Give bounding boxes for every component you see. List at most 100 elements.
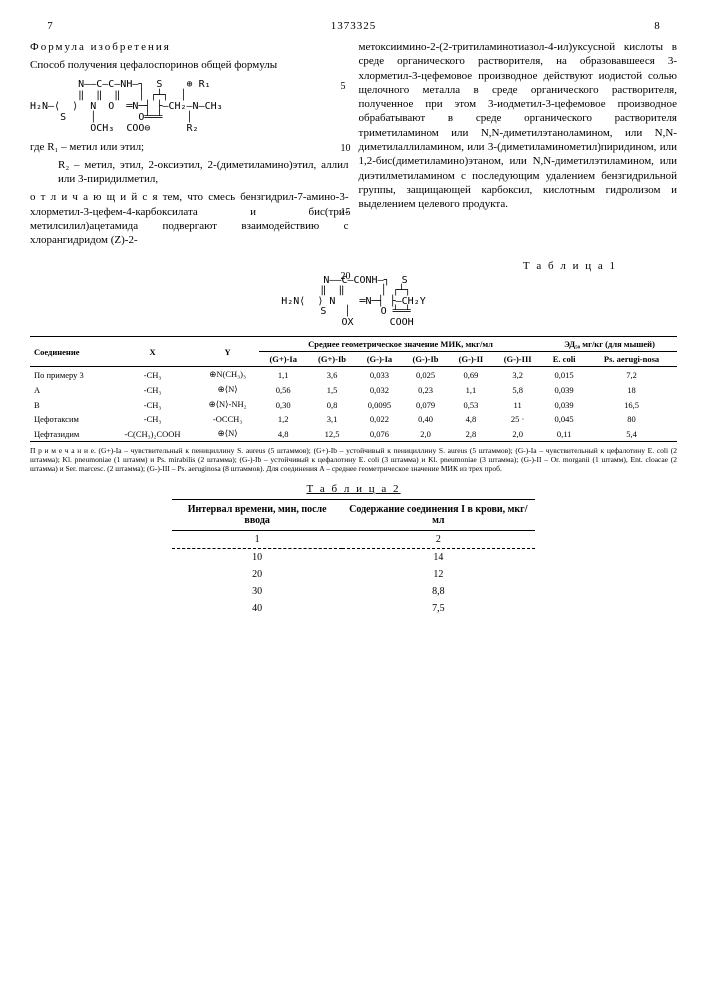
td: 4,8	[449, 412, 493, 426]
td: 2,8	[449, 426, 493, 442]
td: -CH₃	[109, 397, 196, 412]
td: -CH₃	[109, 412, 196, 426]
td: ⊕⟨N⟩-NH₂	[196, 397, 259, 412]
td: A	[30, 382, 109, 397]
td: 0,56	[259, 382, 307, 397]
td: 0,076	[357, 426, 403, 442]
td: 14	[342, 549, 535, 567]
td: 0,69	[449, 367, 493, 383]
td: 1,1	[259, 367, 307, 383]
th: (G-)-III	[493, 352, 542, 367]
section-title: Формула изобретения	[30, 40, 349, 54]
td: 1	[172, 531, 342, 549]
td: 2,0	[493, 426, 542, 442]
table2-title: Т а б л и ц а 2	[172, 483, 534, 495]
table-row: 2012	[172, 566, 534, 583]
td: B	[30, 397, 109, 412]
td: 0,11	[542, 426, 586, 442]
td: 3,2	[493, 367, 542, 383]
line-number: 20	[341, 272, 351, 282]
td: ⊕⟨N⟩	[196, 426, 259, 442]
th: E. coli	[542, 352, 586, 367]
th: Соединение	[30, 337, 109, 367]
page-number-left: 7	[30, 20, 70, 32]
td: Цефотаксим	[30, 412, 109, 426]
td: 16,5	[586, 397, 677, 412]
td: 0,039	[542, 397, 586, 412]
td: 3,1	[307, 412, 356, 426]
th: Ps. aerugi-nosa	[586, 352, 677, 367]
table-row: Цефотаксим-CH₃-OCCH₃1,23,10,0220,404,825…	[30, 412, 677, 426]
th: X	[109, 337, 196, 367]
td: -OCCH₃	[196, 412, 259, 426]
th: Y	[196, 337, 259, 367]
td: 0,045	[542, 412, 586, 426]
table1-footnote: П р и м е ч а н и е. (G+)-Ia – чувствите…	[30, 446, 677, 473]
td: ⊕⟨N⟩	[196, 382, 259, 397]
td: 0,40	[402, 412, 448, 426]
line-number: 10	[341, 144, 351, 154]
th: (G-)-Ia	[357, 352, 403, 367]
line-number: 15	[341, 208, 351, 218]
paragraph: метоксиимино-2-(2-тритиламинотиазол-4-ил…	[359, 40, 678, 212]
td: 2,0	[402, 426, 448, 442]
td: -C(CH₃)₂COOH	[109, 426, 196, 442]
td: -CH₃	[109, 367, 196, 383]
th: Среднее геометрическое значение МИК, мкг…	[259, 337, 542, 352]
th: (G+)-Ib	[307, 352, 356, 367]
td: 0,0095	[357, 397, 403, 412]
td: 10	[172, 549, 342, 567]
td: 2	[342, 531, 535, 549]
paragraph: R₂ – метил, этил, 2-оксиэтил, 2-(диметил…	[30, 158, 349, 187]
td: 8,8	[342, 583, 535, 600]
td: 0,079	[402, 397, 448, 412]
td: 1,5	[307, 382, 356, 397]
table1: Соединение X Y Среднее геометрическое зн…	[30, 336, 677, 442]
table2-wrap: Т а б л и ц а 2 Интервал времени, мин, п…	[172, 483, 534, 617]
th: (G-)-Ib	[402, 352, 448, 367]
td: 0,30	[259, 397, 307, 412]
right-column: 5 10 15 20 метоксиимино-2-(2-тритиламино…	[359, 40, 678, 252]
table-row: Цефтазидим-C(CH₃)₂COOH⊕⟨N⟩4,812,50,0762,…	[30, 426, 677, 442]
td: 0,015	[542, 367, 586, 383]
td: 0,025	[402, 367, 448, 383]
td: 0,022	[357, 412, 403, 426]
line-number: 5	[341, 82, 346, 92]
td: 0,033	[357, 367, 403, 383]
td: 0,53	[449, 397, 493, 412]
td: 25 ·	[493, 412, 542, 426]
td: 7,2	[586, 367, 677, 383]
left-column: Формула изобретения Способ получения цеф…	[30, 40, 349, 252]
chemical-formula: N——C—C—NH—┐ S ⊕ R₁ ‖ ‖ ‖ │ ┌┴┐ │ H₂N—⟨ ⟩…	[30, 79, 349, 134]
td: 12	[342, 566, 535, 583]
page-number-right: 8	[637, 20, 677, 32]
td: 1,1	[449, 382, 493, 397]
th: Содержание соедине­ния I в крови, мкг/мл	[342, 500, 535, 531]
th: (G+)-Ia	[259, 352, 307, 367]
td: 0,039	[542, 382, 586, 397]
table-row: B-CH₃⊕⟨N⟩-NH₂0,300,80,00950,0790,53110,0…	[30, 397, 677, 412]
patent-number: 1373325	[70, 20, 637, 32]
table-row: 308,8	[172, 583, 534, 600]
paragraph: о т л и ч а ю щ и й с я тем, что смесь б…	[30, 190, 349, 247]
td: 0,8	[307, 397, 356, 412]
td: 1,2	[259, 412, 307, 426]
td: 11	[493, 397, 542, 412]
td: 30	[172, 583, 342, 600]
page-header: 7 1373325 8	[30, 20, 677, 32]
table-row: 407,5	[172, 600, 534, 617]
td: 3,6	[307, 367, 356, 383]
td: 80	[586, 412, 677, 426]
td: -CH₃	[109, 382, 196, 397]
table1-title: Т а б л и ц а 1	[30, 260, 617, 272]
table2: Интервал времени, мин, после ввода Содер…	[172, 499, 534, 617]
td: 20	[172, 566, 342, 583]
td: По примеру 3	[30, 367, 109, 383]
table-row: 1014	[172, 549, 534, 567]
td: ⊕N(CH₃)₃	[196, 367, 259, 383]
table-row: По примеру 3-CH₃⊕N(CH₃)₃1,13,60,0330,025…	[30, 367, 677, 383]
two-column-body: Формула изобретения Способ получения цеф…	[30, 40, 677, 252]
td: 5,8	[493, 382, 542, 397]
td: 5,4	[586, 426, 677, 442]
paragraph: Способ получения цефалоспоринов общей фо…	[30, 58, 349, 72]
